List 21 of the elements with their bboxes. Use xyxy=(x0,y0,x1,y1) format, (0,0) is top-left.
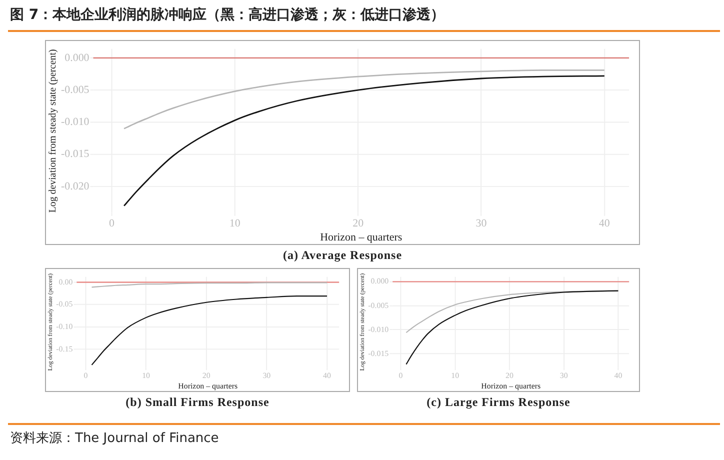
text: 资料来源：The Journal of Finance xyxy=(10,430,219,447)
line-series xyxy=(406,290,619,365)
y-axis-title: Log deviation from steady state (percent) xyxy=(48,49,59,213)
x-tick-label: 0 xyxy=(108,217,116,230)
text: (b) Small Firms Response xyxy=(124,395,270,410)
x-tick-label: 20 xyxy=(352,217,364,230)
y-tick-label: -0.020 xyxy=(61,180,90,192)
y-tick-label: -0.010 xyxy=(61,116,90,128)
y-tick-label: 0.000 xyxy=(64,52,90,64)
x-tick-label: 40 xyxy=(598,217,610,230)
y-tick-label: -0.005 xyxy=(61,84,90,96)
text: (a) Average Response xyxy=(282,248,404,263)
x-tick-label: 10 xyxy=(229,217,241,230)
x-axis-title: Horizon – quarters xyxy=(320,231,402,244)
chart-title: 图 7：本地企业利润的脉冲响应（黑：高进口渗透；灰：低进口渗透） xyxy=(10,6,445,24)
line-series xyxy=(123,69,606,130)
line-series xyxy=(91,296,328,366)
x-tick-label: 30 xyxy=(476,217,488,230)
line-series xyxy=(123,75,606,207)
text: (c) Large Firms Response xyxy=(426,395,572,410)
y-tick-label: -0.015 xyxy=(61,148,90,160)
